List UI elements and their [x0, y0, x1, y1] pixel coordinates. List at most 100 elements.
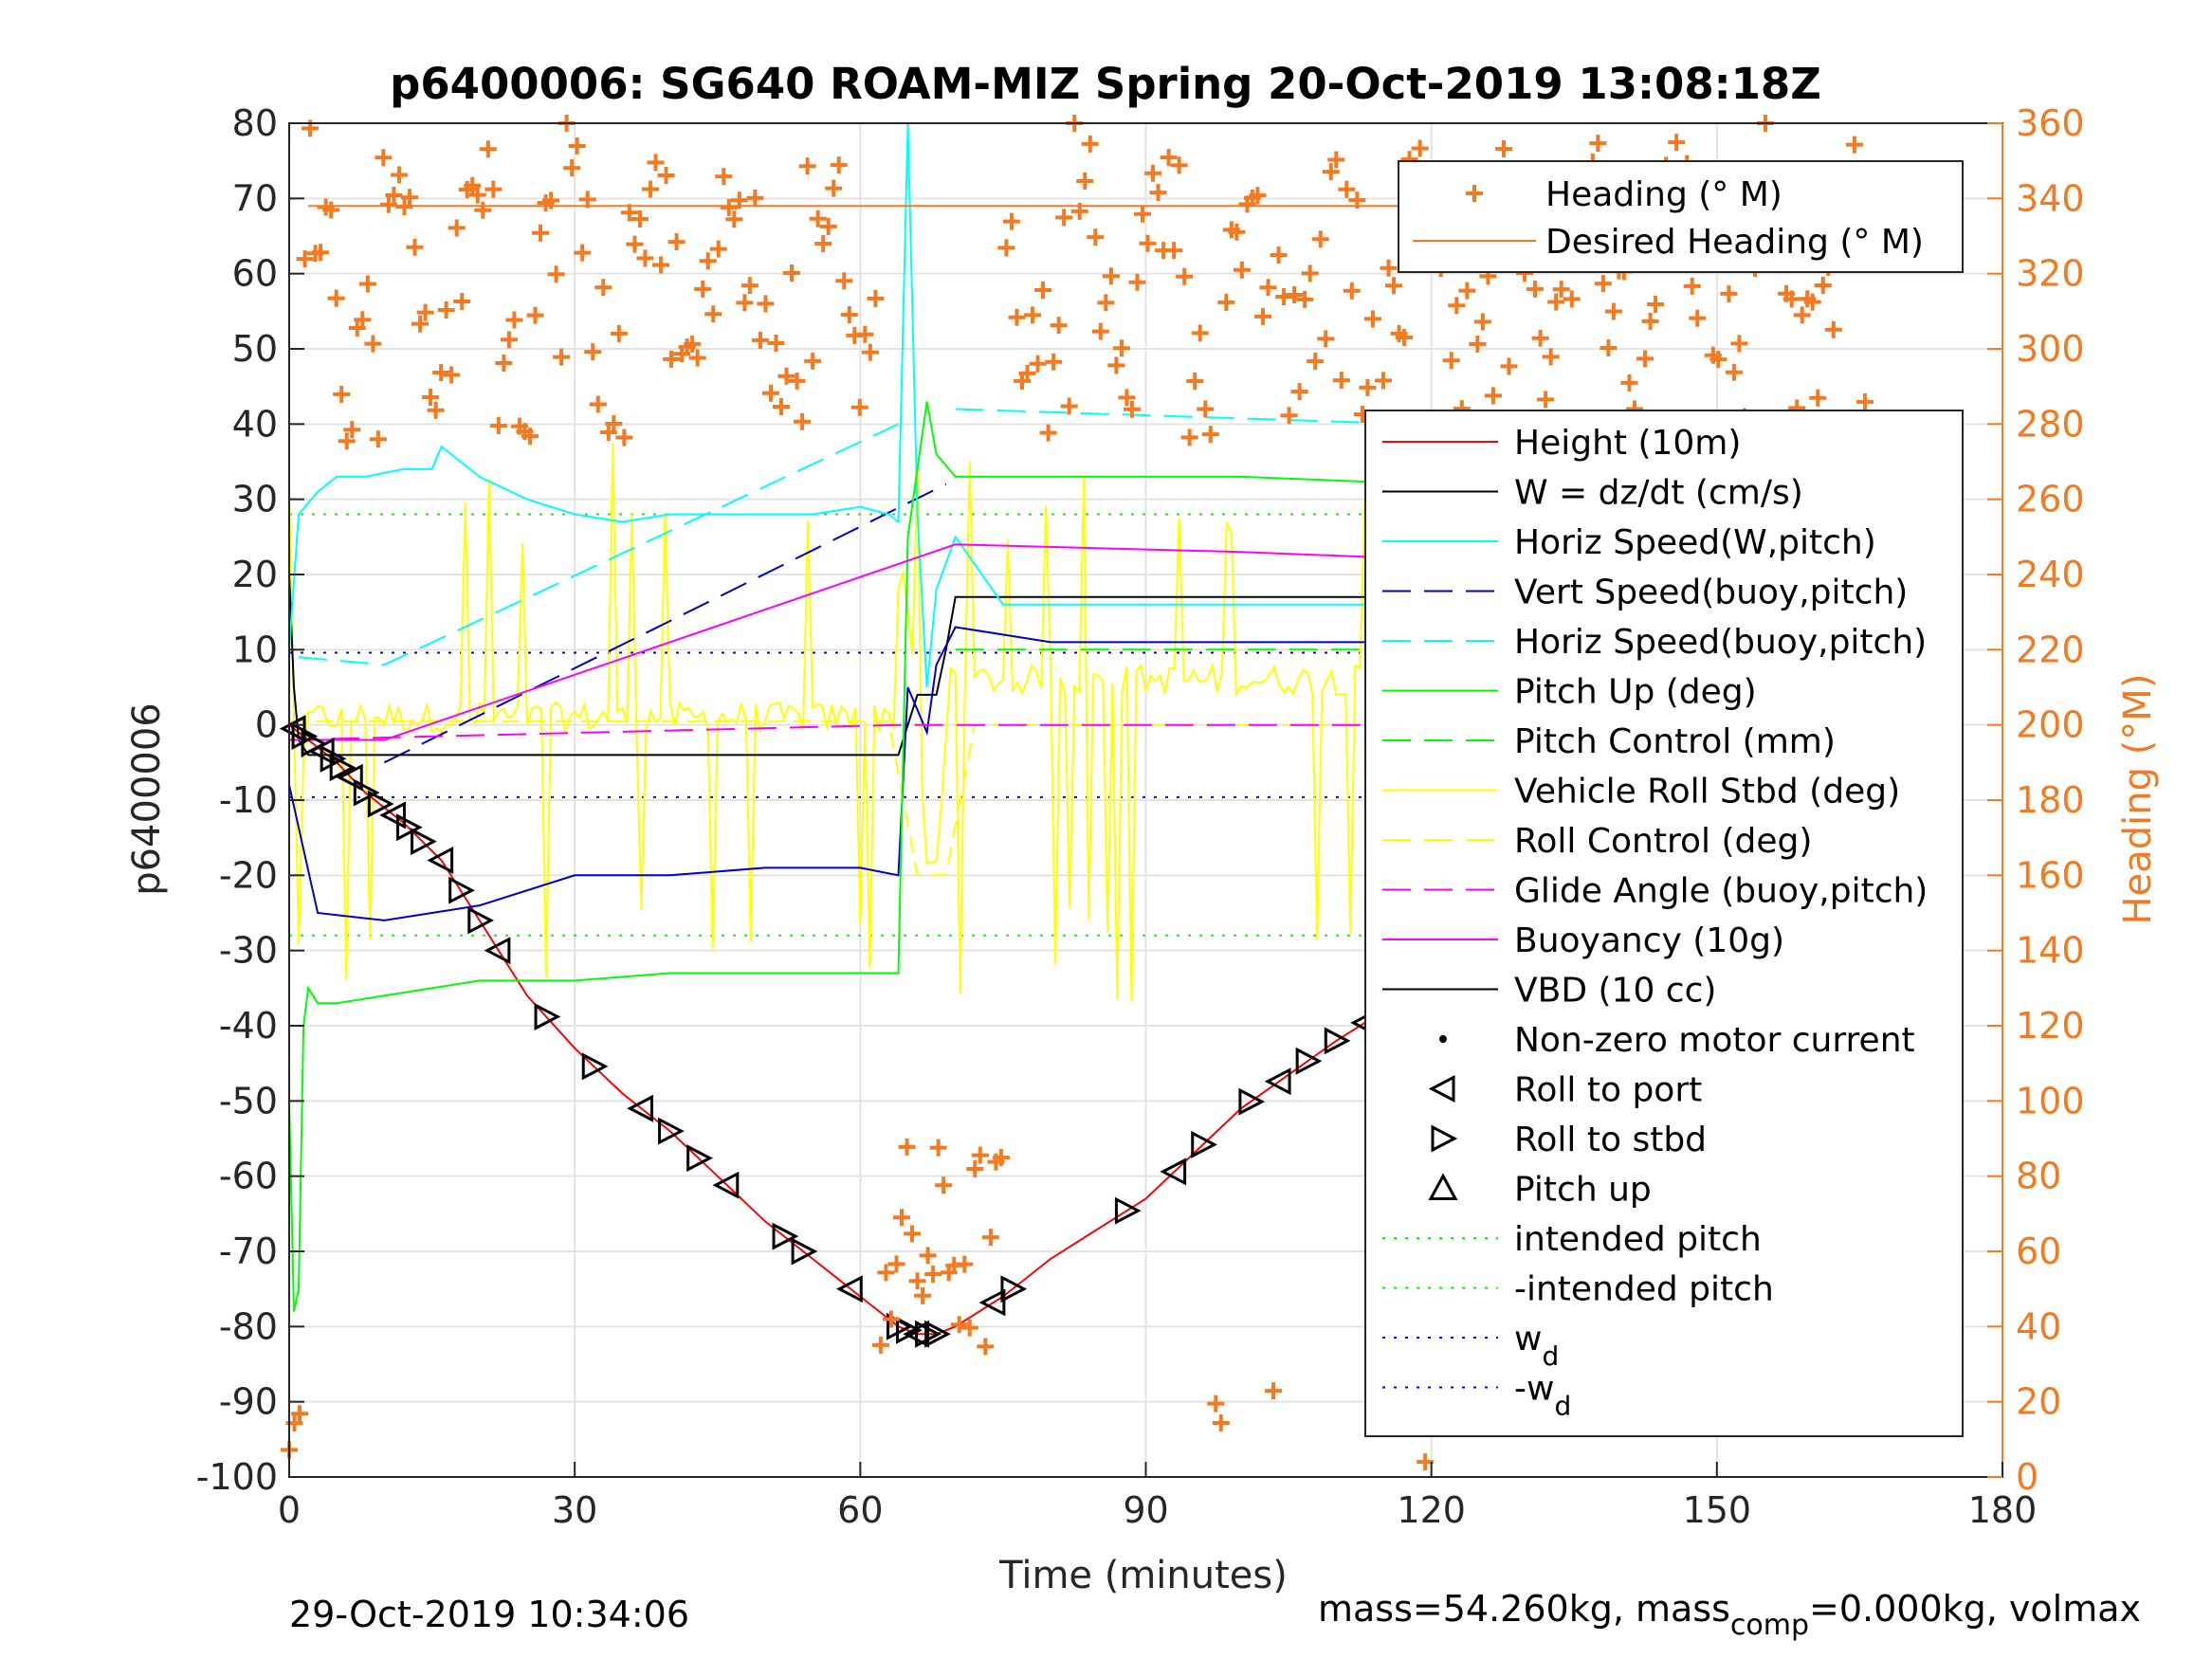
heading-marker — [1055, 209, 1073, 227]
heading-marker — [720, 198, 738, 216]
x-tick-label: 120 — [1397, 1489, 1466, 1531]
heading-marker — [1045, 353, 1063, 371]
heading-marker — [411, 315, 430, 333]
heading-marker — [1720, 284, 1738, 302]
heading-marker — [977, 1338, 995, 1356]
heading-marker — [1793, 306, 1811, 324]
legend-entry: Non-zero motor current — [1514, 1021, 1915, 1060]
y-tick-label: 30 — [232, 479, 278, 520]
heading-marker — [1814, 276, 1832, 294]
heading-marker — [867, 289, 885, 307]
heading-marker — [861, 343, 879, 361]
heading-marker — [385, 186, 403, 204]
heading-marker — [971, 1146, 989, 1164]
heading-marker — [809, 210, 827, 228]
heading-marker — [553, 348, 571, 366]
legend-entry: Buoyancy (10g) — [1514, 921, 1784, 960]
y-tick-label: -100 — [196, 1456, 278, 1498]
heading-marker — [1683, 277, 1701, 295]
y-tick-label: 10 — [232, 629, 278, 670]
legend-heading-entry: Desired Heading (° M) — [1545, 223, 1924, 262]
roll-to-stbd-marker — [791, 1237, 818, 1266]
heading-marker — [929, 1139, 947, 1157]
legend-entry: Pitch up — [1514, 1171, 1652, 1210]
legend-entry: intended pitch — [1514, 1220, 1762, 1259]
heading-marker — [605, 415, 623, 433]
heading-marker — [479, 140, 497, 158]
legend-entry: Vert Speed(buoy,pitch) — [1514, 574, 1908, 612]
heading-marker — [443, 366, 461, 384]
heading-marker — [1233, 261, 1251, 279]
legend-entry: Pitch Up (deg) — [1514, 673, 1757, 712]
heading-marker — [1845, 136, 1863, 154]
legend-stbd-marker — [1431, 1124, 1458, 1153]
heading-marker — [343, 421, 361, 439]
legend-main-box — [1364, 410, 1964, 1437]
heading-marker — [825, 179, 843, 197]
heading-marker — [1139, 234, 1157, 252]
heading-marker — [1359, 378, 1377, 396]
roll-to-stbd-marker — [658, 1117, 685, 1145]
x-tick-label: 30 — [552, 1489, 597, 1531]
heading-marker — [798, 157, 816, 175]
heading-marker — [427, 401, 445, 419]
heading-marker — [893, 1209, 911, 1227]
heading-marker — [636, 249, 654, 267]
heading-marker — [390, 166, 408, 184]
roll-to-port-marker — [1264, 1067, 1291, 1096]
heading-marker — [1547, 293, 1565, 311]
roll-to-stbd-marker — [1238, 1087, 1266, 1116]
heading-marker — [375, 149, 393, 167]
y-right-tick-label: 0 — [2016, 1456, 2038, 1498]
legend-entry: Horiz Speed(W,pitch) — [1514, 523, 1876, 562]
heading-marker — [1589, 135, 1607, 153]
heading-marker — [1484, 387, 1502, 405]
y-tick-label: -40 — [219, 1005, 278, 1047]
legend-entry: Pitch Control (mm) — [1514, 722, 1836, 761]
roll-to-stbd-marker — [411, 828, 437, 856]
heading-marker — [1374, 372, 1392, 390]
heading-marker — [584, 343, 602, 361]
heading-marker — [1448, 297, 1466, 315]
heading-marker — [1385, 277, 1403, 295]
heading-marker — [1212, 1413, 1230, 1431]
heading-marker — [694, 280, 712, 298]
roll-to-port-marker — [627, 1094, 653, 1122]
roll-to-port-marker — [427, 846, 454, 874]
heading-marker — [1176, 267, 1194, 285]
heading-marker — [1469, 335, 1487, 353]
heading-marker — [322, 201, 340, 219]
heading-marker — [1594, 275, 1612, 293]
y-axis-label: p6400006 — [125, 702, 169, 896]
roll-to-stbd-marker — [581, 1052, 609, 1081]
y-right-tick-label: 100 — [2016, 1080, 2085, 1121]
heading-marker — [1730, 335, 1748, 353]
heading-marker — [1824, 320, 1842, 338]
heading-marker — [1160, 149, 1178, 167]
heading-marker — [788, 372, 806, 390]
heading-marker — [1201, 426, 1219, 444]
y-right-tick-label: 300 — [2016, 328, 2085, 370]
heading-marker — [1280, 407, 1298, 425]
heading-marker — [589, 395, 607, 413]
y-tick-label: -70 — [219, 1231, 278, 1272]
heading-marker — [667, 233, 686, 251]
heading-marker — [1091, 322, 1109, 340]
y-tick-label: 60 — [232, 253, 278, 295]
heading-marker — [1563, 290, 1581, 308]
heading-marker — [610, 324, 628, 342]
heading-marker — [1380, 259, 1398, 277]
heading-marker — [521, 428, 539, 446]
heading-marker — [1128, 273, 1146, 291]
heading-marker — [615, 428, 633, 447]
heading-marker — [1133, 205, 1151, 223]
y-right-tick-label: 160 — [2016, 854, 2085, 896]
legend-heading-entry: Heading (° M) — [1545, 175, 1782, 214]
heading-marker — [1500, 357, 1518, 375]
heading-marker — [1322, 163, 1340, 181]
heading-marker — [1296, 290, 1314, 308]
y-tick-label: 20 — [232, 554, 278, 595]
roll-to-stbd-marker — [1000, 1275, 1028, 1304]
heading-marker — [1338, 180, 1356, 198]
y-tick-label: 40 — [232, 403, 278, 445]
